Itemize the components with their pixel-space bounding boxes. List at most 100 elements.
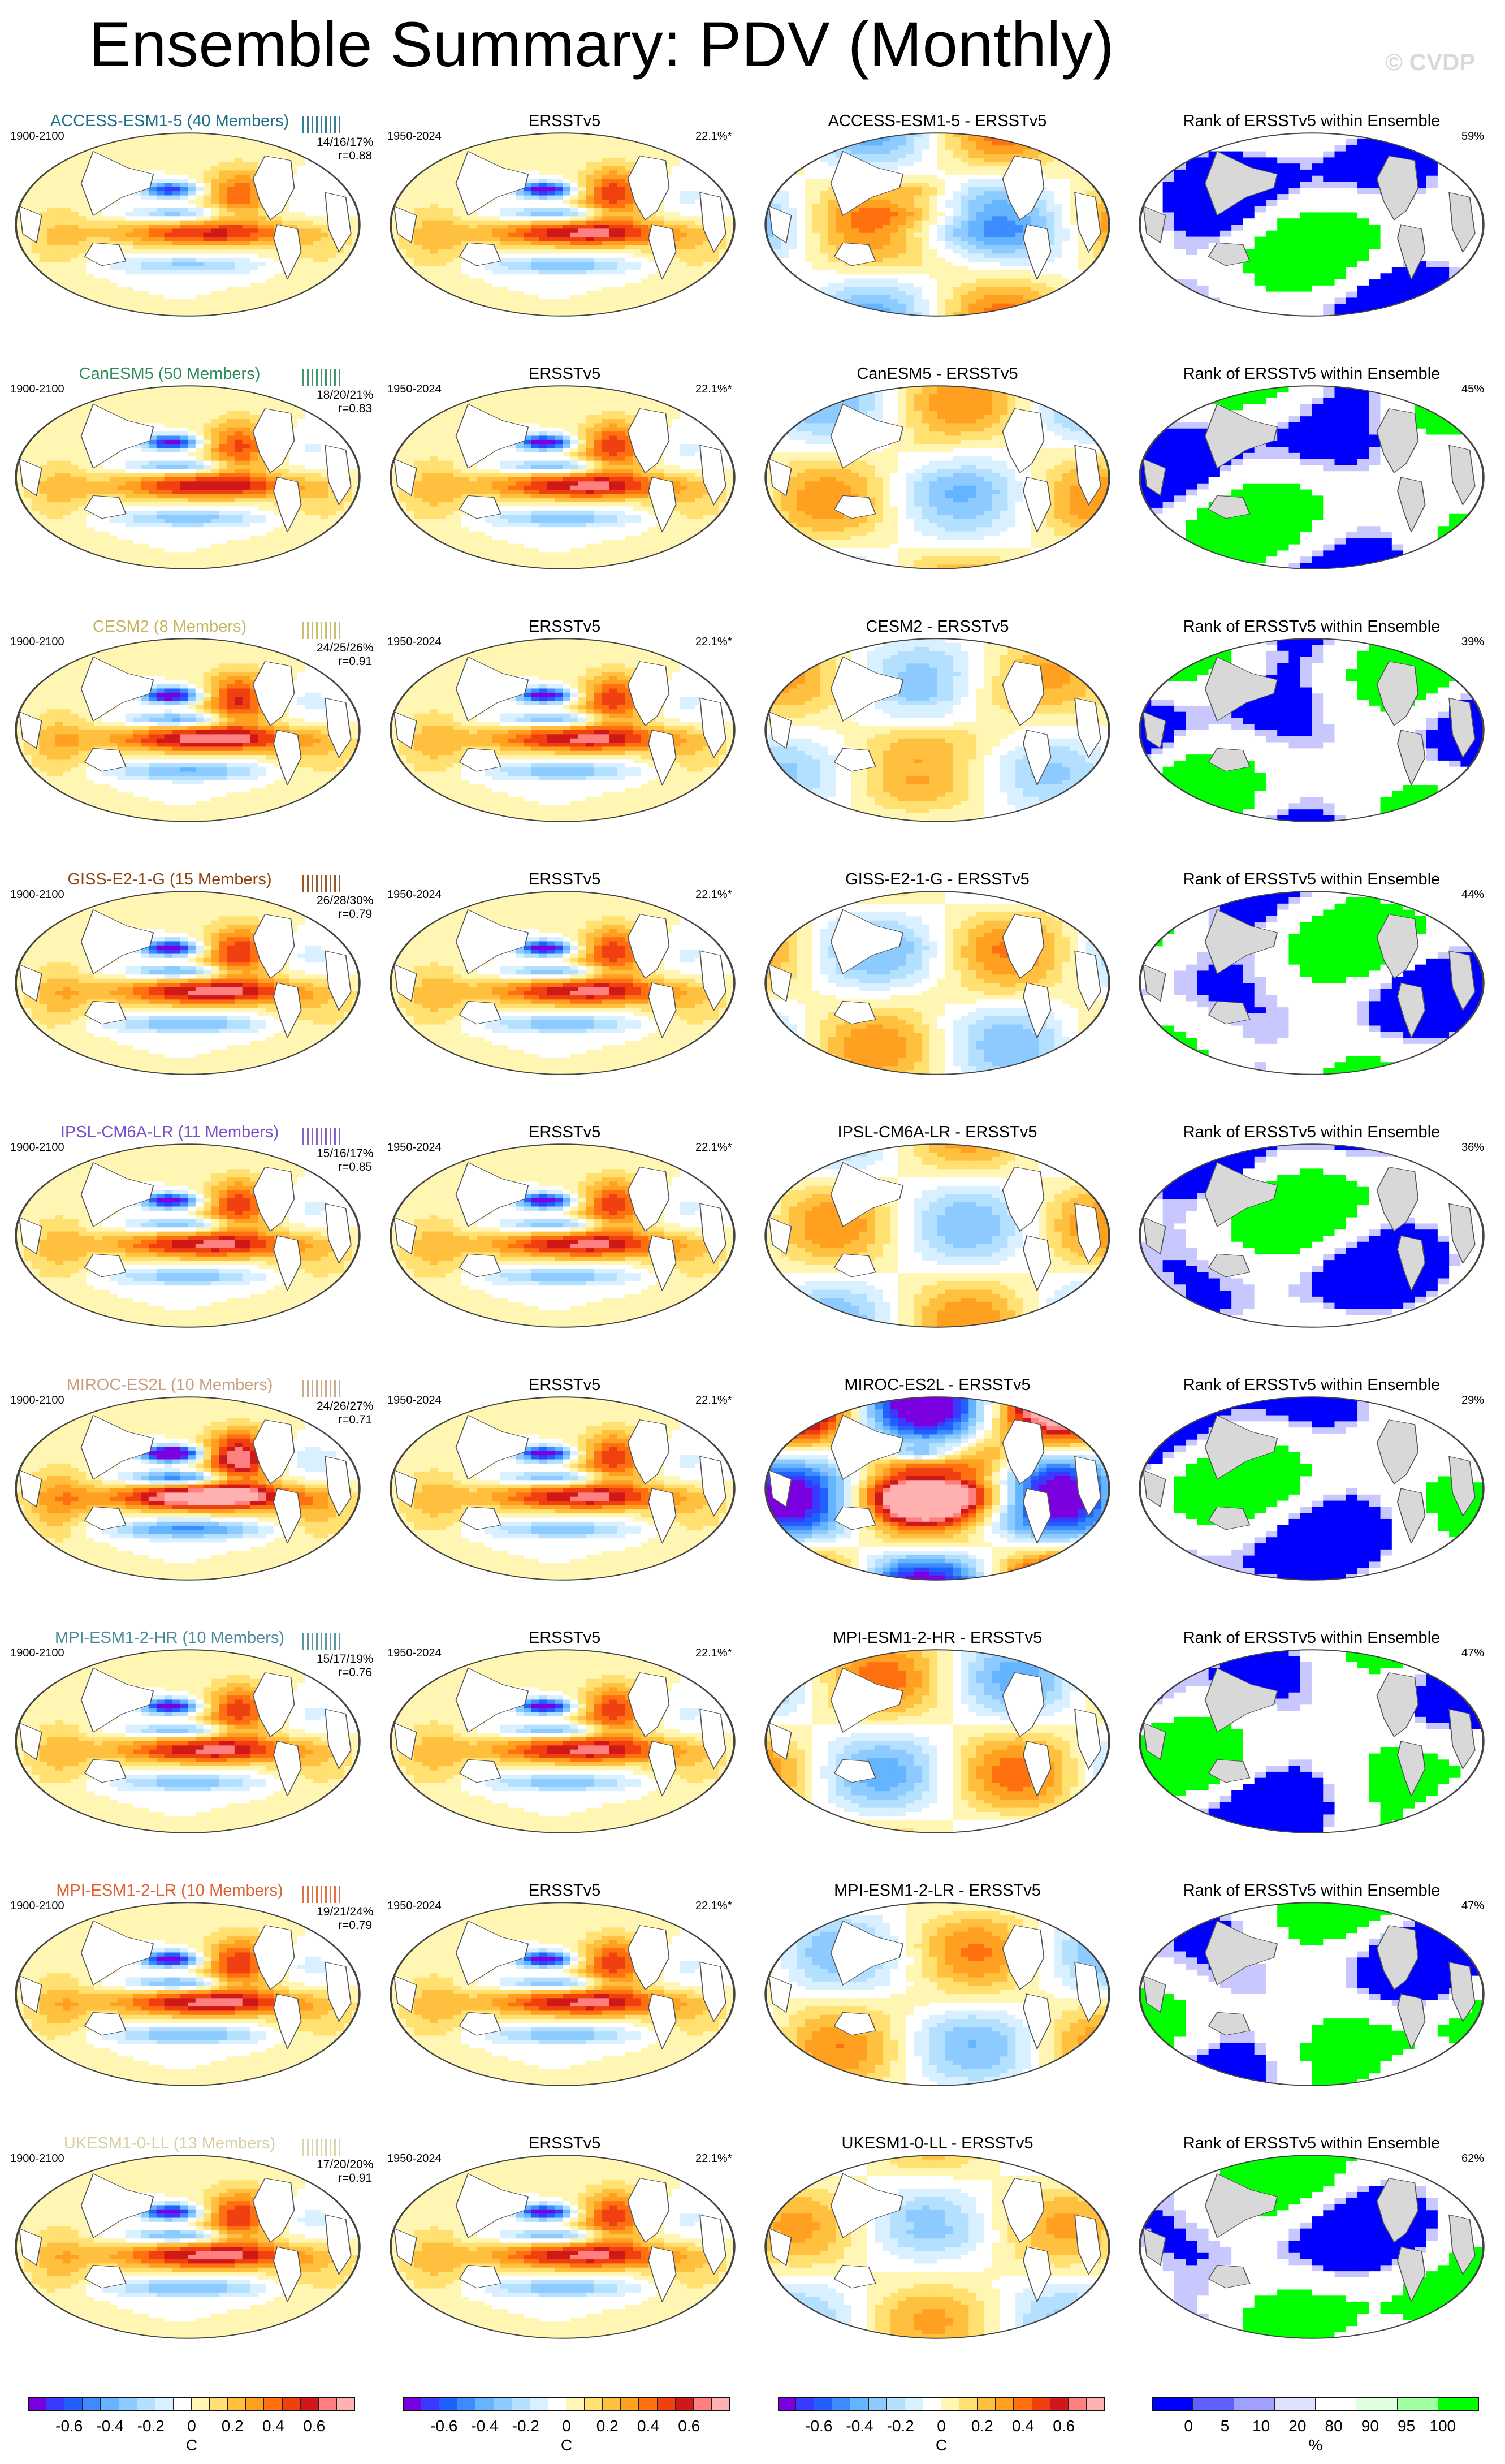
colorbar-tick-label: -0.4 — [471, 2417, 498, 2435]
pattern-correlation: r=0.83 — [338, 402, 372, 416]
colorbar-box — [1274, 2397, 1316, 2411]
rank-title: Rank of ERSSTv5 within Ensemble — [1136, 1629, 1487, 1647]
model-period: 1900-2100 — [10, 383, 64, 396]
pattern-correlation: r=0.85 — [338, 1160, 372, 1174]
pattern-map — [15, 1396, 361, 1581]
obs-title: ERSSTv5 — [529, 1123, 600, 1142]
pattern-correlation: r=0.71 — [338, 1413, 372, 1427]
watermark: © CVDP — [1385, 49, 1475, 76]
rank-title: Rank of ERSSTv5 within Ensemble — [1136, 1376, 1487, 1395]
colorbar-frame — [778, 2397, 1105, 2411]
diff-map — [764, 891, 1110, 1075]
obs-variance-pct: 22.1%* — [695, 1647, 732, 1660]
member-pct-range: 26/28/30% — [317, 894, 373, 908]
difference-title: MIROC-ES2L - ERSSTv5 — [762, 1376, 1113, 1395]
colorbar-tick-label: 20 — [1288, 2417, 1306, 2435]
model-period: 1900-2100 — [10, 2152, 64, 2165]
colorbar-box — [585, 2397, 603, 2411]
model-ensemble-label: ACCESS-ESM1-5 (40 Members) — [40, 112, 300, 131]
member-spread-glyph — [302, 1633, 342, 1650]
colorbar-box — [1438, 2397, 1479, 2411]
rank-title: Rank of ERSSTv5 within Ensemble — [1136, 112, 1487, 131]
colorbar-frame — [403, 2397, 730, 2411]
colorbar-tick-label: 0.4 — [262, 2417, 284, 2435]
colorbar-tick-label: -0.2 — [512, 2417, 539, 2435]
colorbar-box — [457, 2397, 476, 2411]
colorbar-box — [494, 2397, 512, 2411]
colorbar-box — [675, 2397, 694, 2411]
colorbar-box — [1316, 2397, 1357, 2411]
rank-map — [1139, 1396, 1485, 1581]
difference-title: IPSL-CM6A-LR - ERSSTv5 — [762, 1123, 1113, 1142]
member-spread-glyph — [302, 2139, 342, 2156]
colorbar-box — [941, 2397, 960, 2411]
colorbar-tick-label: -0.2 — [887, 2417, 914, 2435]
pattern-map — [15, 891, 361, 1075]
colorbar-tick-label: 0.6 — [1053, 2417, 1075, 2435]
pattern-correlation: r=0.79 — [338, 1919, 372, 1932]
obs-map — [390, 1143, 736, 1328]
obs-variance-pct: 22.1%* — [695, 888, 732, 901]
pattern-map — [15, 1649, 361, 1833]
pattern-map — [15, 1143, 361, 1328]
colorbar-unit: C — [561, 2436, 572, 2454]
rank-map — [1139, 1649, 1485, 1833]
obs-map — [390, 1902, 736, 2086]
pattern-map — [15, 132, 361, 317]
rank-pct: 39% — [1461, 636, 1484, 649]
colorbar-tick-label: -0.6 — [805, 2417, 832, 2435]
difference-title: CanESM5 - ERSSTv5 — [762, 365, 1113, 383]
colorbar-box — [886, 2397, 905, 2411]
colorbar-box — [959, 2397, 978, 2411]
colorbar-tick-label: 0 — [187, 2417, 196, 2435]
colorbar-tick-label: 0.2 — [971, 2417, 993, 2435]
obs-title: ERSSTv5 — [529, 1376, 600, 1395]
diff-map — [764, 1649, 1110, 1833]
pattern-correlation: r=0.76 — [338, 1666, 372, 1680]
colorbar-box — [101, 2397, 119, 2411]
obs-map — [390, 638, 736, 822]
rank-pct: 62% — [1461, 2152, 1484, 2165]
colorbar-box — [192, 2397, 210, 2411]
difference-title: UKESM1-0-LL - ERSSTv5 — [762, 2134, 1113, 2153]
model-period: 1900-2100 — [10, 1900, 64, 1913]
colorbar-tick-label: 10 — [1252, 2417, 1270, 2435]
colorbar-box — [657, 2397, 676, 2411]
colorbar-tick-label: 0.4 — [637, 2417, 659, 2435]
rank-pct: 59% — [1461, 130, 1484, 143]
colorbar-box — [1193, 2397, 1234, 2411]
colorbar-box — [210, 2397, 228, 2411]
pattern-correlation: r=0.79 — [338, 908, 372, 921]
pattern-map — [15, 2155, 361, 2339]
difference-title: MPI-ESM1-2-LR - ERSSTv5 — [762, 1882, 1113, 1900]
diff-map — [764, 1143, 1110, 1328]
colorbar-box — [336, 2397, 355, 2411]
colorbar-box — [923, 2397, 941, 2411]
member-pct-range: 15/16/17% — [317, 1147, 373, 1160]
rank-title: Rank of ERSSTv5 within Ensemble — [1136, 2134, 1487, 2153]
obs-variance-pct: 22.1%* — [695, 1900, 732, 1913]
diff-map — [764, 1396, 1110, 1581]
colorbar-box — [814, 2397, 833, 2411]
rank-map — [1139, 891, 1485, 1075]
colorbar-tick-label: 0.6 — [678, 2417, 700, 2435]
obs-period: 1950-2024 — [387, 1647, 442, 1660]
obs-title: ERSSTv5 — [529, 112, 600, 131]
obs-period: 1950-2024 — [387, 1394, 442, 1407]
colorbar-tick-label: 90 — [1361, 2417, 1379, 2435]
colorbar-box — [28, 2397, 47, 2411]
colorbar: -0.6 -0.4 -0.2 0 0.2 0.4 0.6 C — [778, 2397, 1105, 2459]
colorbar-box — [46, 2397, 65, 2411]
obs-map — [390, 132, 736, 317]
member-spread-glyph — [302, 116, 342, 133]
colorbar-box — [796, 2397, 815, 2411]
colorbar-box — [905, 2397, 923, 2411]
rank-map — [1139, 638, 1485, 822]
obs-period: 1950-2024 — [387, 130, 442, 143]
colorbar-tick-label: 0 — [562, 2417, 571, 2435]
colorbar-box — [778, 2397, 797, 2411]
pattern-map — [15, 638, 361, 822]
difference-title: CESM2 - ERSSTv5 — [762, 618, 1113, 636]
member-spread-glyph — [302, 1886, 342, 1903]
colorbar-box — [264, 2397, 283, 2411]
